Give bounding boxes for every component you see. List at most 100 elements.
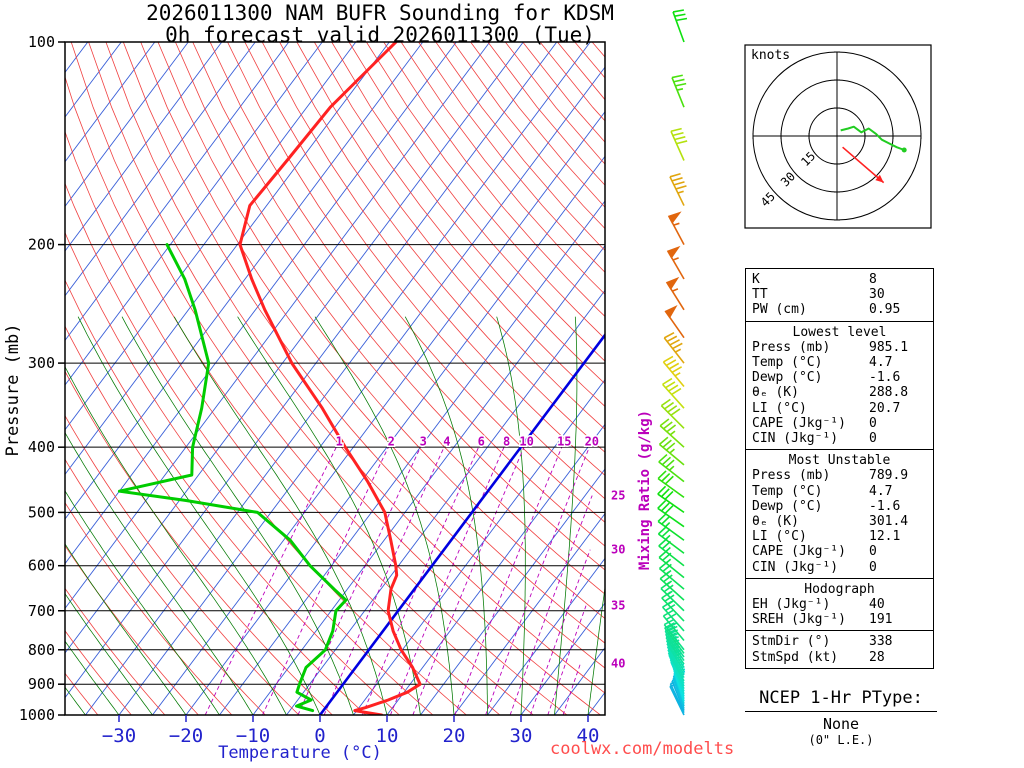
stat-row: StmDir (°) 338 xyxy=(752,634,927,649)
stat-value: 12.1 xyxy=(869,529,901,545)
mixing-ratio-value-labels: 1 2 3 4 6 8 10 15 20 25 30 35 40 xyxy=(334,433,625,671)
wind-barb xyxy=(658,436,685,466)
stat-label: LI (°C) xyxy=(752,400,807,416)
stat-value: 338 xyxy=(869,634,893,650)
svg-text:40: 40 xyxy=(577,725,600,747)
stat-label: CAPE (Jkg⁻¹) xyxy=(752,415,846,431)
wind-barb xyxy=(672,9,688,43)
stats-panel: K 8 TT 30 PW (cm) 0.95 Lowest level Press (mb) 9… xyxy=(745,268,934,669)
svg-text:100: 100 xyxy=(28,33,55,51)
stat-row: CAPE (Jkg⁻¹) 0 xyxy=(752,416,927,431)
stat-value: 0.95 xyxy=(869,302,901,318)
svg-text:−20: −20 xyxy=(169,725,203,747)
wind-barb xyxy=(667,211,685,245)
svg-text:600: 600 xyxy=(28,557,55,575)
svg-text:8: 8 xyxy=(503,434,510,448)
stat-label: Temp (°C) xyxy=(752,355,823,371)
wind-barb xyxy=(657,485,685,514)
wind-barb xyxy=(665,276,685,311)
stat-label: StmDir (°) xyxy=(752,634,831,650)
stats-section: Hodograph EH (Jkg⁻¹) 40 SREH (Jkg⁻¹) 191 xyxy=(746,577,933,631)
stat-row: θₑ (K) 288.8 xyxy=(752,385,927,400)
stat-row: SREH (Jkg⁻¹) 191 xyxy=(752,612,927,627)
svg-text:200: 200 xyxy=(28,236,55,254)
stats-section-header: Lowest level xyxy=(792,324,887,340)
stats-section: Lowest level Press (mb) 985.1 Temp (°C) 4.7 D… xyxy=(746,320,933,450)
stat-label: StmSpd (kt) xyxy=(752,649,839,665)
stat-value: 789.9 xyxy=(869,468,909,484)
svg-text:0: 0 xyxy=(314,725,325,747)
wind-barb xyxy=(663,332,685,364)
wind-barb xyxy=(664,305,685,339)
svg-text:35: 35 xyxy=(611,599,625,613)
stat-value: -1.6 xyxy=(869,498,901,514)
svg-text:4: 4 xyxy=(443,434,450,448)
pressure-axis-label: Pressure (mb) xyxy=(3,323,23,457)
wind-barb xyxy=(666,245,685,280)
stat-row: PW (cm) 0.95 xyxy=(752,302,927,317)
svg-text:−10: −10 xyxy=(236,725,270,747)
temperature-axis-label: Temperature (°C) xyxy=(218,743,382,763)
svg-text:700: 700 xyxy=(28,602,55,620)
wind-barb xyxy=(662,355,685,388)
site-credit: coolwx.com/modelts xyxy=(550,739,735,759)
wind-barb-column xyxy=(657,9,688,716)
svg-text:900: 900 xyxy=(28,675,55,693)
ptype-block: NCEP 1-Hr PType: None (0" L.E.) xyxy=(745,688,937,747)
svg-text:15: 15 xyxy=(557,434,571,448)
wind-barb xyxy=(657,470,685,499)
stat-row: Temp (°C) 4.7 xyxy=(752,355,927,370)
stat-value: 8 xyxy=(869,272,877,287)
stat-row: θₑ (K) 301.4 xyxy=(752,514,927,529)
wind-barb xyxy=(661,377,685,409)
stat-row: CAPE (Jkg⁻¹) 0 xyxy=(752,544,927,559)
svg-text:−30: −30 xyxy=(102,725,136,747)
stat-value: 288.8 xyxy=(869,385,909,401)
stats-section-header: Hodograph xyxy=(804,581,875,597)
chart-title: 2026011300 NAM BUFR Sounding for KDSM xyxy=(146,1,614,25)
mixing-ratio-axis-label: Mixing Ratio (g/kg) xyxy=(637,409,653,571)
stat-value: 4.7 xyxy=(869,483,893,499)
wind-barb xyxy=(658,453,685,483)
svg-text:30: 30 xyxy=(611,543,625,557)
stat-value: 28 xyxy=(869,649,885,665)
skewt-grid xyxy=(65,42,605,715)
stat-value: 985.1 xyxy=(869,339,909,355)
stat-label: θₑ (K) xyxy=(752,385,799,401)
svg-text:30: 30 xyxy=(510,725,533,747)
stat-value: 0 xyxy=(869,559,877,575)
stat-row: StmSpd (kt) 28 xyxy=(752,650,927,665)
wind-barb xyxy=(658,549,685,579)
wind-barb xyxy=(659,418,685,448)
wind-barb xyxy=(657,525,685,554)
svg-text:1000: 1000 xyxy=(19,706,55,724)
stat-row: CIN (Jkg⁻¹) 0 xyxy=(752,431,927,446)
stat-value: -1.6 xyxy=(869,370,901,386)
stat-row: Dewp (°C) -1.6 xyxy=(752,499,927,514)
svg-text:40: 40 xyxy=(611,656,625,670)
stat-label: CAPE (Jkg⁻¹) xyxy=(752,544,846,560)
stat-label: TT xyxy=(752,287,768,303)
stats-section: StmDir (°) 338 StmSpd (kt) 28 xyxy=(746,630,933,667)
svg-text:6: 6 xyxy=(478,434,485,448)
stats-section-header: Most Unstable xyxy=(788,453,891,469)
stat-label: Press (mb) xyxy=(752,339,831,355)
wind-barb xyxy=(660,398,685,429)
stats-section: Most Unstable Press (mb) 789.9 Temp (°C) 4.7… xyxy=(746,449,933,578)
stat-row: Press (mb) 789.9 xyxy=(752,468,927,483)
stat-value: 20.7 xyxy=(869,400,901,416)
stat-row: Dewp (°C) -1.6 xyxy=(752,370,927,385)
dewpoint-trace xyxy=(117,243,348,713)
stat-label: θₑ (K) xyxy=(752,514,799,530)
wind-barb xyxy=(669,173,687,206)
stat-row: CIN (Jkg⁻¹) 0 xyxy=(752,560,927,575)
stat-label: Dewp (°C) xyxy=(752,370,823,386)
stats-section: K 8 TT 30 PW (cm) 0.95 xyxy=(746,269,933,321)
svg-text:20: 20 xyxy=(585,434,599,448)
wind-barb xyxy=(658,538,685,567)
stat-label: Temp (°C) xyxy=(752,483,823,499)
stat-label: LI (°C) xyxy=(752,529,807,545)
